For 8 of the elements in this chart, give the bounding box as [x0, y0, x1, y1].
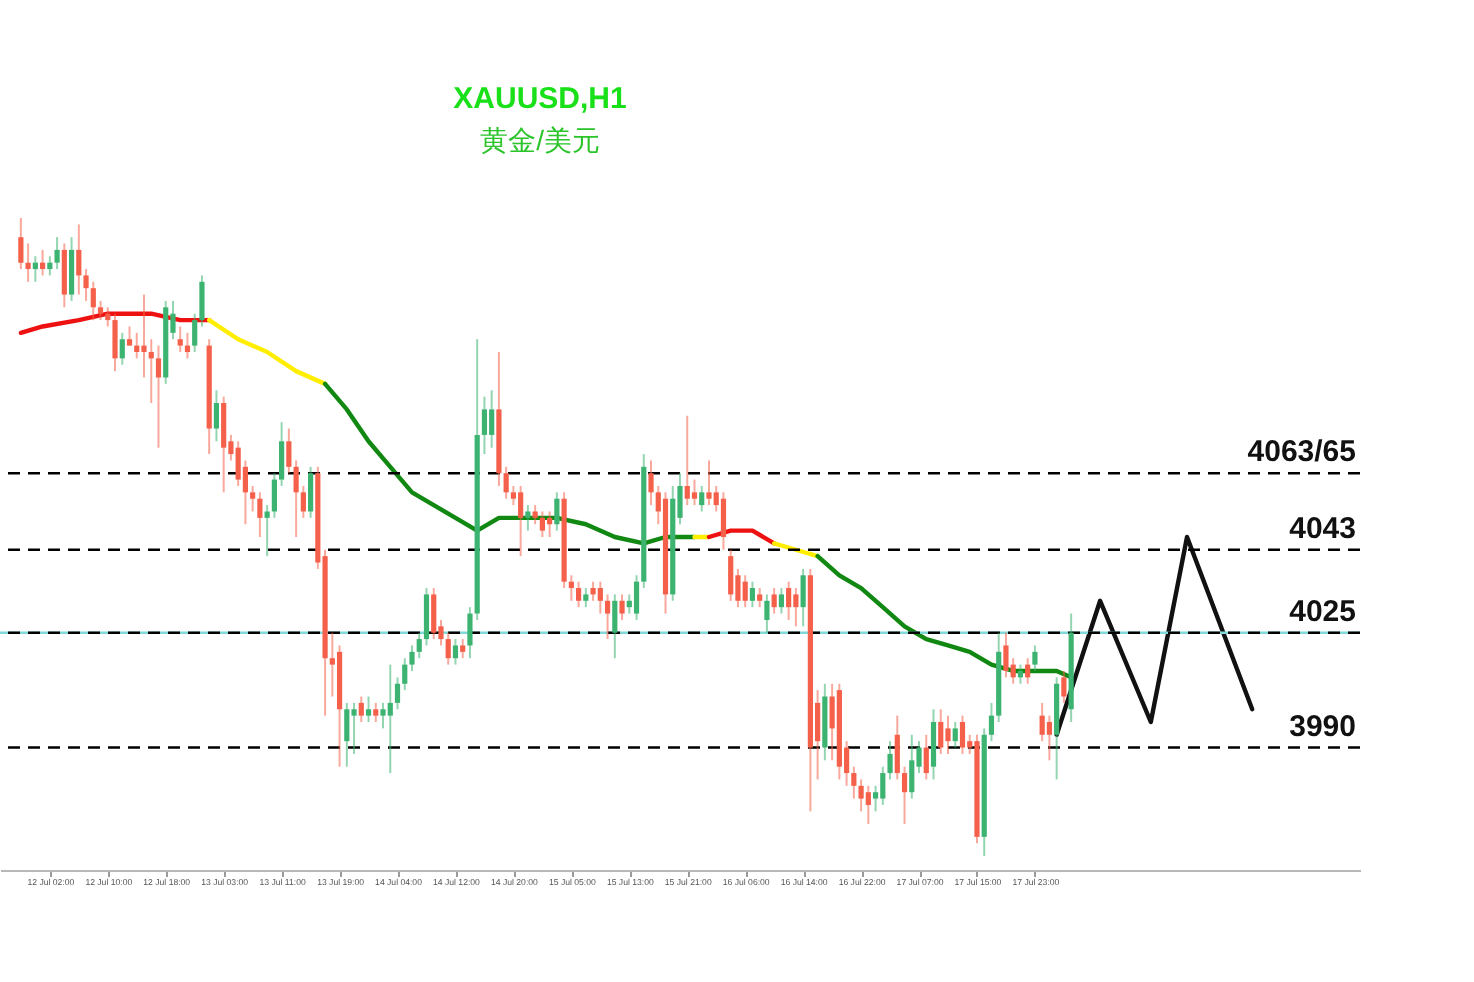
annotation: 3990 [1289, 709, 1356, 744]
annotation: 4063/65 [1247, 435, 1356, 470]
chart-title: XAUUSD,H1 [453, 82, 627, 116]
annotation: 4043 [1289, 511, 1356, 546]
annotation: 4025 [1289, 594, 1356, 629]
candlestick [148, 339, 154, 404]
chart-subtitle: 黄金/美元 [480, 124, 600, 156]
candlestick [141, 294, 147, 378]
